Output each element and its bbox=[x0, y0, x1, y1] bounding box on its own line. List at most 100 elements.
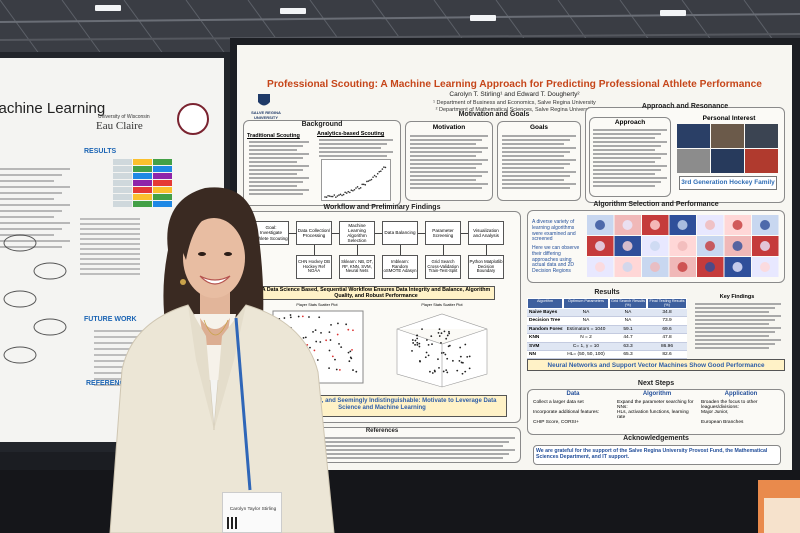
plot-dot bbox=[416, 343, 419, 346]
plot-dot bbox=[411, 339, 414, 341]
plot-dot bbox=[468, 367, 471, 370]
chart-dot bbox=[373, 174, 376, 177]
plot-dot bbox=[304, 336, 307, 339]
plot-dot bbox=[431, 343, 433, 346]
plot-dot bbox=[352, 369, 354, 371]
table-cell: NA bbox=[563, 317, 609, 326]
plot-dot bbox=[418, 342, 421, 345]
chart-dot bbox=[349, 191, 351, 194]
acknowledgements-heading: Acknowledgements bbox=[623, 435, 689, 442]
table-cell: Decision Tree bbox=[527, 317, 563, 326]
chart-dot bbox=[356, 186, 359, 188]
text-line bbox=[502, 187, 570, 189]
plot-dot bbox=[456, 369, 459, 372]
plot-dot bbox=[283, 317, 286, 319]
next-steps-item: European Branches bbox=[701, 420, 744, 425]
plot-dot bbox=[414, 339, 417, 342]
plot-dot bbox=[289, 314, 292, 316]
table-cell bbox=[113, 173, 132, 179]
text-line bbox=[502, 155, 564, 157]
text-line bbox=[249, 145, 303, 147]
table-cell bbox=[133, 166, 152, 172]
flow-node bbox=[3, 346, 37, 364]
next-steps-item: Expand the parameter searching for NNs: bbox=[617, 400, 694, 411]
table-cell: NA bbox=[609, 317, 647, 326]
text-line bbox=[502, 147, 576, 149]
name-badge: Carolyn Taylor Stirling bbox=[222, 492, 282, 533]
plot-dot bbox=[318, 316, 321, 319]
region-blob bbox=[622, 262, 633, 272]
table-cell: 65.3 bbox=[609, 351, 647, 360]
text-line bbox=[249, 189, 309, 191]
text-line bbox=[0, 228, 62, 230]
text-line bbox=[593, 165, 667, 167]
text-line bbox=[80, 253, 140, 255]
plot-dot bbox=[431, 372, 434, 374]
chart-dot bbox=[384, 166, 387, 169]
workflow-arrow bbox=[375, 233, 382, 234]
algorithm-point: A diverse variety of learning algorithms… bbox=[532, 219, 576, 243]
smile bbox=[199, 275, 231, 285]
ceiling-light bbox=[280, 8, 306, 14]
text-line bbox=[80, 258, 140, 260]
plot-dot bbox=[325, 339, 328, 342]
plot-dot bbox=[313, 349, 316, 352]
university-seal bbox=[177, 103, 209, 135]
table-cell bbox=[153, 173, 172, 179]
text-line bbox=[94, 330, 149, 332]
plot-dot bbox=[464, 370, 467, 373]
text-line bbox=[0, 216, 54, 218]
plot-dot bbox=[314, 329, 317, 332]
university-crest bbox=[258, 94, 270, 106]
chart-dot bbox=[345, 192, 348, 194]
text-line bbox=[410, 171, 488, 173]
workflow-connector bbox=[314, 245, 315, 255]
next-steps-item: Broaden the focus to other leagues/divis… bbox=[701, 400, 758, 411]
table-cell: Estimators = 1040 bbox=[563, 325, 609, 335]
region-blob bbox=[760, 220, 770, 230]
plot-dot bbox=[301, 315, 304, 318]
region-blob bbox=[705, 241, 715, 251]
lanyard bbox=[234, 317, 252, 491]
plot-dot bbox=[329, 339, 332, 341]
table-cell: 47.8 bbox=[647, 334, 687, 343]
table-cell bbox=[153, 166, 172, 172]
main-poster: Professional Scouting: A Machine Learnin… bbox=[237, 45, 792, 470]
table-cell: 82.6 bbox=[647, 351, 687, 360]
chart-dot bbox=[361, 183, 363, 186]
text-line bbox=[249, 181, 303, 183]
region-blob bbox=[677, 241, 688, 251]
chart-dot bbox=[378, 170, 381, 173]
table-cell bbox=[113, 166, 132, 172]
text-line bbox=[502, 135, 576, 137]
plot-title: Player Stats Scatter Plot bbox=[421, 303, 463, 307]
left-poster-future-work: FUTURE WORK bbox=[84, 316, 137, 323]
plot-dot bbox=[297, 315, 300, 318]
next-steps-item: Incorporate additional features: bbox=[533, 410, 600, 415]
plot-dot bbox=[437, 358, 439, 361]
text-line bbox=[502, 143, 564, 145]
next-steps-item: Major Junior, bbox=[701, 410, 729, 415]
text-line bbox=[695, 323, 769, 325]
workflow-method: CHN Hockey DB Hockey Ref NOAA bbox=[296, 255, 332, 279]
plot-dot bbox=[459, 346, 462, 349]
plot-dot bbox=[429, 370, 431, 373]
text-line bbox=[410, 135, 488, 137]
plot-dot bbox=[419, 360, 421, 362]
side-sign-inner bbox=[764, 498, 800, 533]
text-line bbox=[410, 179, 476, 181]
workflow-method: Imblearn: Random oSMOTE Adasyn bbox=[382, 255, 418, 279]
text-line bbox=[695, 347, 769, 349]
text-line bbox=[249, 169, 303, 171]
text-line bbox=[593, 169, 661, 171]
text-line bbox=[94, 366, 149, 368]
plot-dot bbox=[328, 349, 331, 352]
chart-frame bbox=[321, 159, 391, 201]
region-blob bbox=[650, 220, 660, 230]
workflow-connector bbox=[443, 245, 444, 255]
plot-dot bbox=[430, 335, 433, 338]
plot-dot bbox=[337, 322, 339, 325]
next-steps-title: Application bbox=[724, 391, 758, 397]
plot-dot bbox=[411, 350, 413, 352]
text-line bbox=[249, 165, 309, 167]
